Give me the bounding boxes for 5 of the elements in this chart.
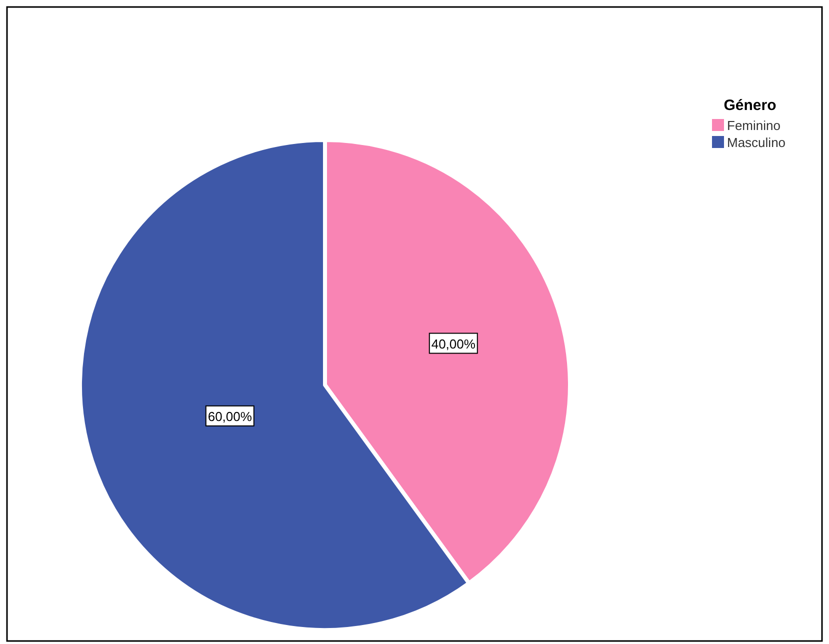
legend-title: Género [724, 97, 776, 114]
legend-label: Feminino [727, 118, 780, 133]
data-label: 60,00% [208, 408, 252, 424]
data-label: 40,00% [431, 336, 476, 352]
legend-label: Masculino [727, 135, 786, 150]
